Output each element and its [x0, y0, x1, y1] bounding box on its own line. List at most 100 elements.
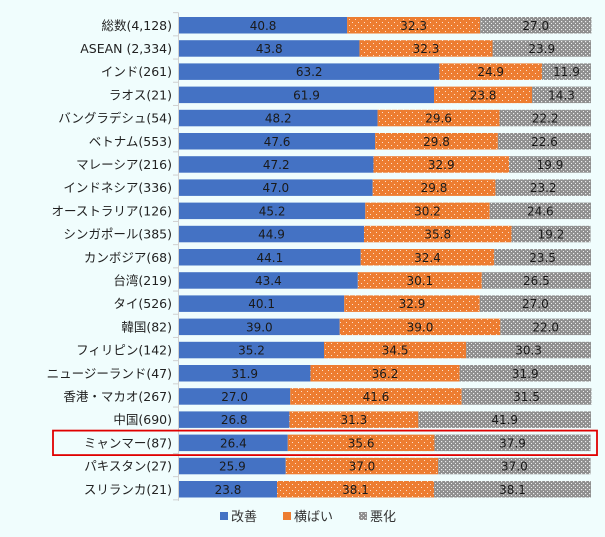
bar-segment-悪化 [489, 202, 591, 220]
data-label: 22.6 [531, 135, 558, 149]
legend: 改善 横ばい 悪化 [220, 509, 396, 525]
category-label: タイ(526) [113, 296, 172, 311]
data-label: 41.6 [363, 390, 390, 404]
bar-segment-横ばい [310, 365, 460, 382]
bar-segment-悪化 [509, 156, 591, 173]
category-label: マレーシア(216) [76, 157, 172, 172]
bar-segment-悪化 [434, 481, 591, 498]
category-label: パキスタン(27) [84, 459, 172, 474]
category-label: 香港・マカオ(267) [63, 389, 172, 404]
bar-segment-横ばい [290, 388, 462, 405]
data-label: 34.5 [382, 344, 409, 358]
bar-segment-横ばい [375, 133, 498, 150]
bar-segment-改善 [179, 179, 373, 196]
data-label: 37.9 [499, 436, 526, 450]
data-label: 43.8 [256, 42, 283, 56]
bar-segment-横ばい [434, 86, 533, 104]
data-label: 36.2 [372, 367, 399, 381]
data-label: 61.9 [293, 88, 320, 102]
bar-segment-横ばい [324, 341, 467, 359]
legend-swatch [220, 512, 228, 520]
bar-segment-改善 [179, 17, 348, 34]
bar-segment-悪化 [461, 388, 592, 405]
data-label: 30.3 [515, 344, 542, 358]
legend-label: 改善 [231, 509, 257, 525]
bar-segment-悪化 [481, 272, 591, 289]
data-label: 32.3 [400, 19, 427, 33]
category-label: ASEAN (2,334) [80, 41, 172, 56]
bar-segment-改善 [179, 272, 358, 289]
data-label: 47.2 [263, 158, 290, 172]
data-label: 31.5 [513, 390, 540, 404]
bar-segment-悪化 [532, 86, 591, 104]
bar-segment-横ばい [363, 225, 512, 243]
data-label: 32.9 [399, 297, 426, 311]
bar-segment-改善 [179, 318, 340, 336]
data-label: 29.8 [421, 181, 448, 195]
data-label: 19.9 [537, 158, 564, 172]
bar-segment-悪化 [479, 295, 591, 312]
data-label: 27.0 [522, 297, 549, 311]
bar-segment-悪化 [459, 365, 591, 382]
bar-segment-悪化 [438, 457, 591, 475]
category-label: ベトナム(553) [89, 134, 172, 149]
data-label: 22.0 [532, 320, 559, 334]
category-label: 台湾(219) [113, 273, 172, 288]
data-label: 32.3 [413, 42, 440, 56]
data-label: 11.9 [553, 65, 580, 79]
data-label: 37.0 [349, 460, 376, 474]
data-label: 39.0 [246, 320, 273, 334]
data-label: 26.4 [220, 436, 247, 450]
bar-segment-改善 [179, 109, 378, 127]
bar-segment-悪化 [494, 249, 591, 266]
bar-segment-改善 [179, 411, 290, 428]
data-label: 25.9 [219, 460, 246, 474]
bar-segment-悪化 [500, 318, 591, 336]
legend-label: 悪化 [370, 510, 396, 525]
bar-segment-悪化 [418, 411, 591, 428]
category-label: 韓国(82) [121, 319, 172, 334]
bar-segment-横ばい [359, 40, 493, 57]
bar-segment-改善 [179, 388, 291, 405]
legend-label: 横ばい [294, 510, 333, 525]
category-label: ラオス(21) [109, 87, 172, 102]
highlight-rect [52, 429, 598, 457]
bar-segment-改善 [179, 40, 360, 57]
data-label: 29.6 [425, 112, 452, 126]
bar-segment-横ばい [377, 109, 500, 127]
y-axis [173, 12, 179, 501]
data-label: 47.6 [264, 135, 291, 149]
data-label: 38.1 [499, 483, 526, 497]
data-label: 35.8 [424, 228, 451, 242]
data-label: 35.6 [348, 436, 375, 450]
bar-segment-悪化 [480, 17, 592, 34]
bar-segment-改善 [179, 481, 278, 498]
data-label: 31.3 [341, 413, 368, 427]
data-label: 24.6 [527, 204, 554, 218]
category-label: カンボジア(68) [84, 250, 172, 265]
data-label: 19.2 [538, 228, 565, 242]
bar-segment-悪化 [495, 179, 591, 196]
bar-segment-横ばい [339, 318, 501, 336]
bar-segment-横ばい [347, 17, 481, 34]
category-label: フィリピン(142) [76, 343, 172, 358]
data-label: 47.0 [262, 181, 289, 195]
bar-segment-改善 [179, 156, 374, 173]
bar-segment-改善 [179, 225, 364, 243]
data-label: 45.2 [259, 204, 286, 218]
data-label: 38.1 [342, 483, 369, 497]
data-label: 30.2 [414, 204, 441, 218]
data-label: 24.9 [477, 65, 504, 79]
highlight-box [52, 429, 598, 457]
data-label: 26.5 [523, 274, 550, 288]
category-label: インド(261) [101, 64, 172, 79]
data-label: 23.5 [529, 251, 556, 265]
bar-segment-悪化 [434, 434, 591, 452]
bar-segment-改善 [179, 341, 325, 359]
bar-segment-悪化 [499, 109, 591, 127]
data-label: 23.9 [528, 42, 555, 56]
data-label: 44.9 [258, 228, 285, 242]
category-labels: 総数(4,128) ASEAN (2,334) インド(261) ラオス(21) バング… [47, 18, 172, 497]
bar-segment-改善 [179, 457, 286, 475]
